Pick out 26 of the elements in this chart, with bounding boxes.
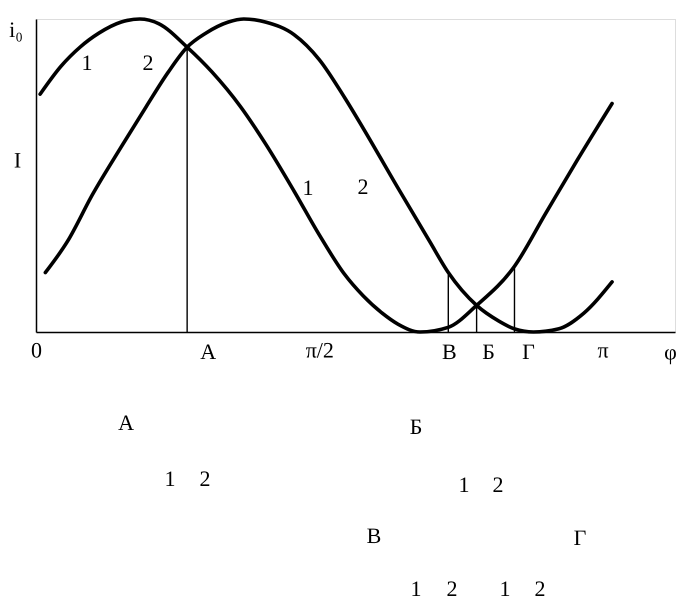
text: 2 xyxy=(446,576,458,601)
text: 1 xyxy=(410,576,422,601)
text: 2 xyxy=(534,576,546,601)
text: В xyxy=(366,523,382,548)
text: 1 xyxy=(164,466,176,491)
annotation: Г xyxy=(522,339,536,364)
text: Г xyxy=(574,525,587,550)
text: Б xyxy=(410,414,422,439)
text: 2 xyxy=(200,466,210,491)
x-axis-title: φ xyxy=(664,340,677,364)
annotation: 1 xyxy=(82,50,92,75)
y-axis-title: I xyxy=(14,148,22,172)
text: А xyxy=(118,410,134,435)
annotation: В xyxy=(442,339,457,364)
text: i₀ xyxy=(9,17,23,42)
x-tick-label: 0 xyxy=(31,338,42,362)
text: 2 xyxy=(492,472,504,497)
series-label: 1 xyxy=(302,175,314,200)
x-tick-label: π/2 xyxy=(306,338,334,362)
annotation: Б xyxy=(482,339,495,364)
series-label: 2 xyxy=(142,50,154,75)
text: 1 xyxy=(458,472,470,497)
text: 1 xyxy=(500,576,510,601)
annotation: 2 xyxy=(358,174,368,199)
x-tick-label: π xyxy=(598,338,609,362)
annotation: А xyxy=(200,339,216,364)
